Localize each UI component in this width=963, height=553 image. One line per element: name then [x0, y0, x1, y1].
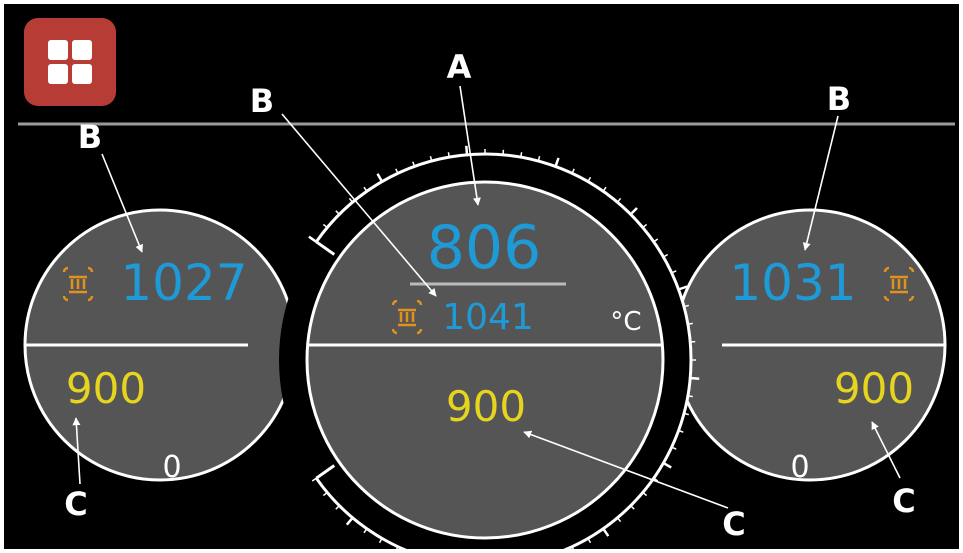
dial-tick [683, 304, 689, 308]
left-gauge [23, 208, 297, 482]
dial-tick [663, 253, 669, 258]
dial-tick [671, 270, 677, 274]
left-setpoint-value: 1027 [120, 254, 247, 312]
grid-menu-icon-cell [72, 40, 92, 60]
dial-ticks [308, 145, 700, 549]
dial-tick [378, 538, 383, 544]
dial-tick [322, 491, 328, 497]
dial-tick [395, 546, 399, 549]
callout-label-c: C [722, 505, 745, 543]
dial-tick [678, 429, 684, 433]
right-target-value: 900 [834, 364, 914, 413]
callout-arrows [72, 85, 901, 509]
temperature-unit: °C [610, 307, 641, 337]
dial-tick [554, 157, 560, 167]
dial-tick [671, 446, 677, 450]
dial-tick [629, 207, 638, 216]
dial-tick [630, 505, 635, 510]
dial-tick [678, 285, 688, 291]
left-small-value: 0 [162, 450, 181, 485]
dial-tick [602, 527, 610, 537]
grid-menu-icon-cell [48, 64, 68, 84]
dial-tick [662, 461, 672, 469]
dial-tick [571, 546, 575, 549]
dial-tick [687, 395, 693, 398]
center-main-value: 806 [427, 213, 542, 283]
dial-tick [429, 156, 433, 162]
dial-tick [616, 197, 622, 203]
dial-tick [571, 168, 575, 174]
callout-label-c: C [892, 482, 915, 520]
dial-tick [395, 168, 399, 174]
callout-label-c: C [64, 485, 87, 523]
center-gauge [305, 180, 665, 540]
dial-tick [587, 538, 592, 544]
heater-coil-icon [883, 266, 915, 302]
dial-tick [322, 223, 328, 229]
dial-tick [587, 176, 592, 182]
dial-tick [602, 186, 607, 192]
callout-label-b: B [827, 80, 851, 118]
center-setpoint-value: 1041 [442, 297, 534, 338]
dial-tick [335, 505, 340, 510]
right-gauge [673, 208, 947, 482]
dial-tick [690, 376, 700, 380]
dial-tick [335, 210, 340, 215]
instrument-screen: 806 1041 °C 900 1027 900 0 1031 900 0 [4, 4, 959, 549]
dial-tick [653, 477, 659, 482]
right-setpoint-value: 1031 [729, 254, 856, 312]
dial-tick [363, 528, 368, 534]
grid-menu-button[interactable] [24, 18, 116, 106]
dial-tick [376, 173, 384, 183]
dial-end-cap [315, 464, 336, 480]
dial-tick [345, 516, 354, 526]
gauge-panel: 806 1041 °C 900 1027 900 0 1031 900 0 [18, 48, 955, 549]
dial-tick [412, 161, 416, 167]
dial-tick [653, 238, 659, 243]
dial-tick [465, 145, 469, 155]
dial-end-cap [315, 240, 336, 256]
dial-tick [308, 235, 318, 243]
dial-tick [311, 477, 317, 482]
dial-tick [687, 322, 693, 325]
grid-menu-icon [48, 40, 68, 60]
callout-label-b: B [78, 118, 102, 156]
dial-tick [642, 491, 648, 497]
dial-tick [616, 517, 622, 523]
dial-tick [537, 156, 541, 162]
left-target-value: 900 [66, 364, 146, 413]
heater-coil-icon [391, 299, 423, 335]
callout-label-b: B [250, 82, 274, 120]
callout-label-a: A [447, 48, 472, 86]
dial-tick [642, 223, 648, 229]
dial-tick [363, 186, 368, 192]
dial-tick [520, 152, 523, 158]
center-target-value: 900 [446, 382, 526, 431]
heater-coil-icon [62, 266, 94, 302]
dial-tick [683, 412, 689, 416]
dial-tick [447, 152, 450, 158]
dial-tick [348, 197, 354, 203]
right-small-value: 0 [790, 450, 809, 485]
grid-menu-icon-cell [72, 64, 92, 84]
